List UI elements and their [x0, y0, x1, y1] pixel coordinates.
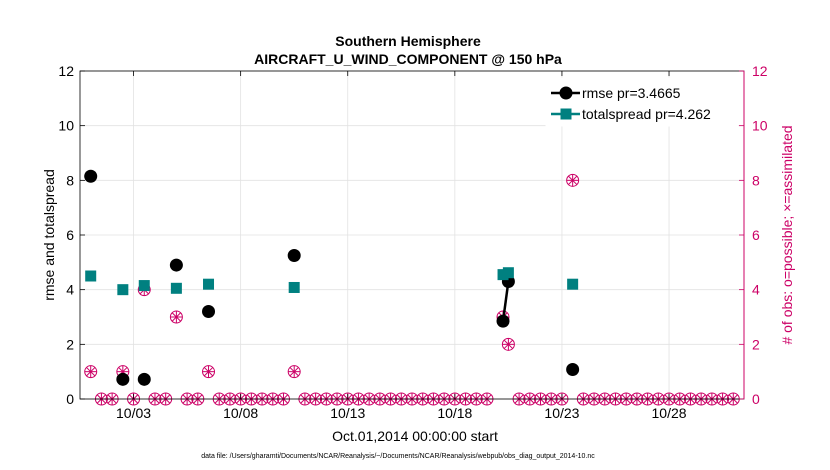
- x-tick-label: 10/28: [652, 405, 687, 421]
- y-tick-label: 2: [66, 336, 74, 352]
- y-axis-label: rmse and totalspread: [41, 169, 57, 301]
- y-axis-right: 0 2 4 6 8 10 12: [739, 63, 768, 407]
- chart-title: Southern Hemisphere: [335, 33, 481, 49]
- y-right-tick-label: 4: [752, 282, 760, 298]
- y-right-tick-label: 0: [752, 391, 760, 407]
- y-tick-label: 8: [66, 172, 74, 188]
- obs-count-point: [287, 365, 301, 379]
- x-axis-label: Oct.01,2014 00:00:00 start: [332, 428, 498, 444]
- totalspread-series: [85, 267, 579, 296]
- y-tick-label: 0: [66, 391, 74, 407]
- legend-totalspread-marker: [560, 108, 572, 120]
- y-axis-left: 0 2 4 6 8 10 12: [58, 63, 85, 407]
- rmse-point: [116, 372, 130, 386]
- y-right-tick-label: 10: [752, 118, 768, 134]
- obs-count-point: [84, 365, 98, 379]
- y-tick-label: 6: [66, 227, 74, 243]
- rmse-point: [169, 258, 183, 272]
- x-tick-label: 10/18: [437, 405, 472, 421]
- rmse-point: [287, 249, 301, 262]
- totalspread-point: [170, 282, 182, 294]
- legend-box: [545, 77, 739, 127]
- series-line: [501, 281, 510, 322]
- rmse-point: [137, 372, 151, 386]
- rmse-point: [202, 305, 216, 319]
- totalspread-point: [85, 270, 97, 282]
- rmse-point: [496, 314, 510, 328]
- y-tick-label: 12: [58, 63, 74, 79]
- data-file-footnote: data file: /Users/gharamti/Documents/NCA…: [201, 453, 595, 460]
- legend-totalspread-label: totalspread pr=4.262: [582, 106, 711, 122]
- y-axis-right-label: # of obs: o=possible; ×=assimilated: [779, 125, 795, 344]
- totalspread-point: [138, 280, 150, 292]
- obs-count-point: [169, 310, 183, 324]
- x-tick-label: 10/23: [544, 405, 579, 421]
- totalspread-point: [117, 284, 129, 296]
- y-tick-label: 4: [66, 282, 74, 298]
- totalspread-point: [567, 278, 579, 290]
- obs-count-point: [566, 173, 580, 187]
- rmse-point: [566, 362, 580, 376]
- y-right-tick-label: 2: [752, 336, 760, 352]
- y-right-tick-label: 8: [752, 172, 760, 188]
- x-tick-label: 10/13: [330, 405, 365, 421]
- rmse-point: [84, 169, 98, 183]
- totalspread-point: [288, 281, 300, 293]
- totalspread-point: [203, 278, 215, 290]
- x-tick-label: 10/03: [116, 405, 151, 421]
- y-tick-label: 10: [58, 118, 74, 134]
- x-axis: 10/03 10/08 10/13 10/18 10/23 10/28: [116, 71, 687, 421]
- obs-count-point: [202, 365, 216, 379]
- y-right-tick-label: 12: [752, 63, 768, 79]
- totalspread-point: [502, 267, 514, 279]
- x-tick-label: 10/08: [223, 405, 258, 421]
- legend: rmse pr=3.4665 totalspread pr=4.262: [545, 77, 739, 127]
- y-right-tick-label: 6: [752, 227, 760, 243]
- legend-rmse-label: rmse pr=3.4665: [582, 85, 681, 101]
- chart-subtitle: AIRCRAFT_U_WIND_COMPONENT @ 150 hPa: [254, 51, 562, 67]
- obs-count-point: [501, 337, 515, 351]
- legend-rmse-marker: [559, 86, 573, 100]
- series-layer: [84, 169, 580, 386]
